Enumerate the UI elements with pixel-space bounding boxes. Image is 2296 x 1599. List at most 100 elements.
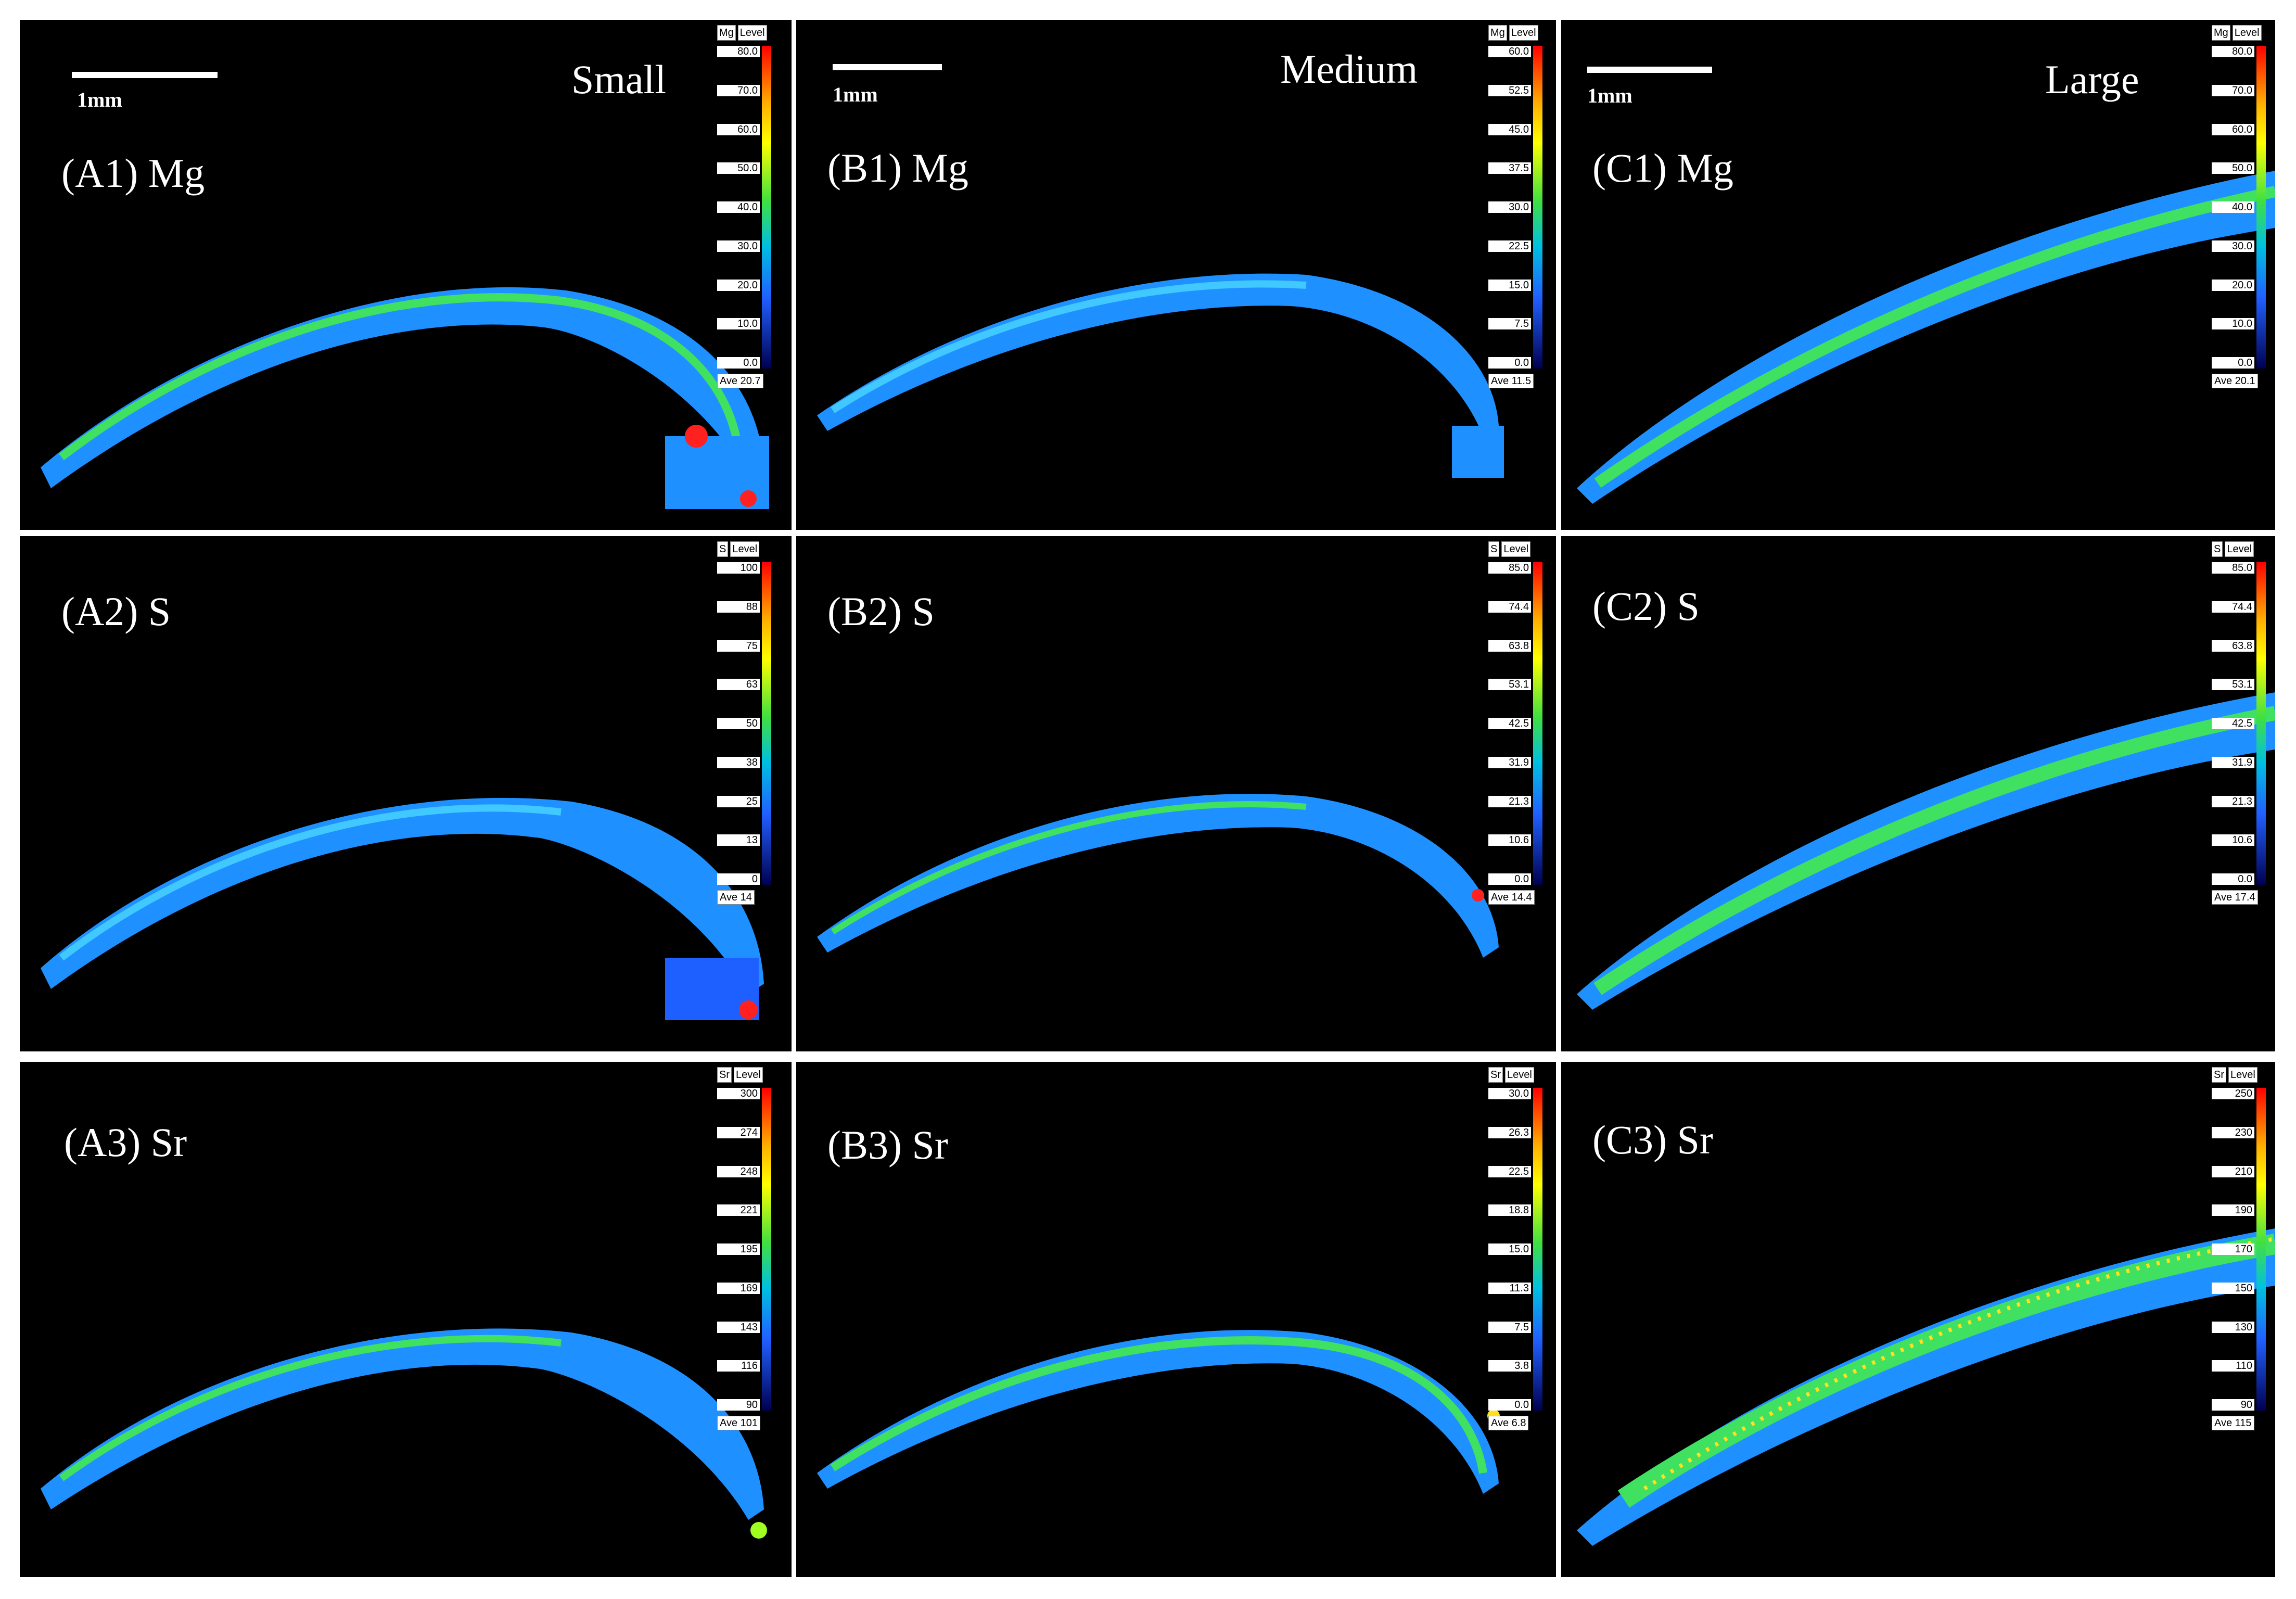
legend-ticks: 85.0 74.4 63.8 53.1 42.5 31.9 21.3 10.6 … <box>2212 562 2254 885</box>
panel-label: (B1) Mg <box>827 145 968 191</box>
legend-tick: 42.5 <box>1488 718 1531 729</box>
legend-tick: 10.6 <box>1488 834 1531 846</box>
legend-tick: 30.0 <box>1488 1088 1531 1099</box>
legend-tick: 90 <box>2212 1399 2254 1411</box>
legend-gradient <box>2256 1088 2266 1411</box>
legend-tick: 20.0 <box>717 279 760 291</box>
shell-map-c2 <box>1577 692 2275 1010</box>
legend-tick: 30.0 <box>717 240 760 252</box>
color-legend: S Level 85.0 74.4 63.8 53.1 42.5 31.9 21.… <box>2212 541 2270 927</box>
legend-tick: 150 <box>2212 1282 2254 1294</box>
legend-element: S <box>2212 541 2223 557</box>
color-legend: Sr Level 300 274 248 221 195 169 143 116 … <box>717 1067 775 1452</box>
legend-tick: 0.0 <box>2212 357 2254 369</box>
legend-tick: 60.0 <box>717 123 760 135</box>
legend-tick: 85.0 <box>1488 562 1531 574</box>
legend-level: Level <box>2228 1067 2257 1083</box>
shell-map-a3 <box>41 1328 767 1539</box>
legend-gradient <box>1533 1088 1542 1411</box>
legend-tick: 53.1 <box>1488 679 1531 691</box>
legend-gradient <box>762 46 771 369</box>
legend-tick: 80.0 <box>2212 46 2254 57</box>
legend-tick: 221 <box>717 1204 760 1216</box>
legend-gradient <box>2256 562 2266 885</box>
legend-tick: 169 <box>717 1282 760 1294</box>
legend-tick: 0.0 <box>1488 873 1531 885</box>
legend-tick: 50.0 <box>717 162 760 174</box>
legend-ticks: 60.0 52.5 45.0 37.5 30.0 22.5 15.0 7.5 0… <box>1488 46 1531 369</box>
legend-gradient <box>2256 46 2266 369</box>
legend-tick: 31.9 <box>1488 756 1531 768</box>
legend-tick: 90 <box>717 1399 760 1411</box>
legend-tick: 18.8 <box>1488 1204 1531 1216</box>
legend-tick: 248 <box>717 1165 760 1177</box>
legend-tick: 110 <box>2212 1360 2254 1372</box>
legend-tick: 143 <box>717 1321 760 1333</box>
panel-c3: (C3) Sr Sr Level 250 230 210 190 170 150 … <box>1561 1062 2275 1577</box>
color-legend: Mg Level 80.0 70.0 60.0 50.0 40.0 30.0 20… <box>717 25 775 410</box>
legend-element: Sr <box>1488 1067 1503 1083</box>
legend-tick: 85.0 <box>2212 562 2254 574</box>
legend-tick: 21.3 <box>1488 795 1531 807</box>
panel-c2: (C2) S S Level 85.0 74.4 63.8 53.1 42.5 3… <box>1561 536 2275 1051</box>
panel-a2: (A2) S S Level 100 88 75 63 50 38 25 13 0… <box>20 536 792 1051</box>
legend-tick: 0.0 <box>1488 1399 1531 1411</box>
legend-level: Level <box>737 25 767 41</box>
legend-average: Ave 14.4 <box>1488 890 1535 905</box>
legend-tick: 7.5 <box>1488 318 1531 330</box>
legend-tick: 3.8 <box>1488 1360 1531 1372</box>
legend-tick: 40.0 <box>717 201 760 213</box>
panel-label: (C3) Sr <box>1592 1117 1713 1162</box>
legend-tick: 88 <box>717 601 760 613</box>
legend-tick: 10.0 <box>2212 318 2254 330</box>
legend-tick: 42.5 <box>2212 718 2254 729</box>
legend-tick: 30.0 <box>2212 240 2254 252</box>
legend-tick: 274 <box>717 1126 760 1138</box>
legend-level: Level <box>730 541 760 557</box>
legend-gradient <box>1533 562 1542 885</box>
legend-tick: 230 <box>2212 1126 2254 1138</box>
shell-map-b1 <box>817 273 1504 478</box>
legend-element: Mg <box>717 25 736 41</box>
scalebar <box>1587 67 1712 73</box>
legend-gradient <box>1533 46 1542 369</box>
scalebar <box>72 72 218 78</box>
legend-tick: 60.0 <box>1488 46 1531 57</box>
panel-b2: (B2) S S Level 85.0 74.4 63.8 53.1 42.5 3… <box>796 536 1556 1051</box>
legend-tick: 15.0 <box>1488 279 1531 291</box>
panel-c1: 1mm Large (C1) Mg Mg Level 80.0 70.0 60.0… <box>1561 20 2275 530</box>
shell-map-a2 <box>41 797 764 1020</box>
panel-label: (B3) Sr <box>827 1122 948 1167</box>
legend-tick: 21.3 <box>2212 795 2254 807</box>
panel-label: (A1) Mg <box>61 150 205 196</box>
legend-tick: 74.4 <box>1488 601 1531 613</box>
legend-average: Ave 20.7 <box>717 374 763 388</box>
panel-a1: 1mm Small (A1) Mg Mg Level 80.0 70.0 60.0… <box>20 20 792 530</box>
legend-tick: 40.0 <box>2212 201 2254 213</box>
legend-tick: 250 <box>2212 1088 2254 1099</box>
color-legend: Sr Level 250 230 210 190 170 150 130 110 … <box>2212 1067 2270 1452</box>
legend-ticks: 30.0 26.3 22.5 18.8 15.0 11.3 7.5 3.8 0.… <box>1488 1088 1531 1411</box>
legend-tick: 0.0 <box>1488 357 1531 369</box>
legend-tick: 20.0 <box>2212 279 2254 291</box>
shell-map-c3 <box>1577 1228 2275 1546</box>
panel-label: (A2) S <box>61 589 171 634</box>
legend-level: Level <box>1501 541 1531 557</box>
legend-tick: 300 <box>717 1088 760 1099</box>
legend-average: Ave 11.5 <box>1488 374 1534 388</box>
legend-ticks: 85.0 74.4 63.8 53.1 42.5 31.9 21.3 10.6 … <box>1488 562 1531 885</box>
legend-tick: 63 <box>717 679 760 691</box>
scalebar-label: 1mm <box>833 83 878 106</box>
legend-tick: 75 <box>717 640 760 652</box>
legend-tick: 80.0 <box>717 46 760 57</box>
legend-level: Level <box>734 1067 763 1083</box>
shell-map-a1 <box>41 287 769 509</box>
legend-tick: 38 <box>717 756 760 768</box>
legend-tick: 15.0 <box>1488 1243 1531 1255</box>
legend-element: Sr <box>2212 1067 2226 1083</box>
legend-ticks: 80.0 70.0 60.0 50.0 40.0 30.0 20.0 10.0 … <box>2212 46 2254 369</box>
legend-tick: 74.4 <box>2212 601 2254 613</box>
legend-tick: 170 <box>2212 1243 2254 1255</box>
color-legend: S Level 100 88 75 63 50 38 25 13 0 Ave 14 <box>717 541 775 927</box>
panel-b3: (B3) Sr Sr Level 30.0 26.3 22.5 18.8 15.0… <box>796 1062 1556 1577</box>
